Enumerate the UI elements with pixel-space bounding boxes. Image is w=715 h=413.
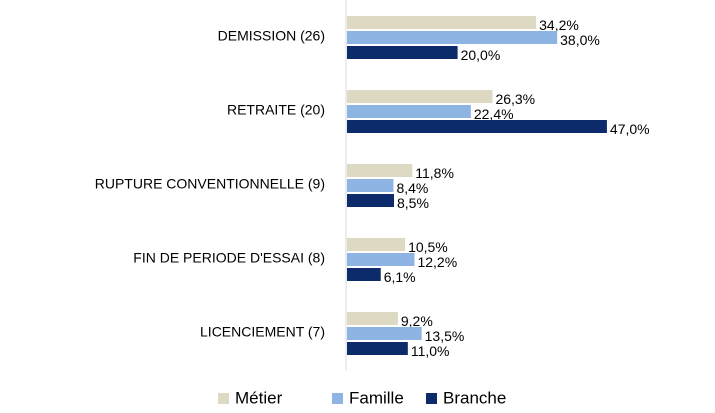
value-label: 6,1% (384, 269, 416, 285)
value-label: 12,2% (417, 254, 457, 270)
value-label: 11,0% (411, 343, 450, 359)
value-label: 22,4% (474, 106, 514, 122)
bar (347, 164, 413, 177)
bar (347, 120, 607, 133)
bar (347, 90, 493, 103)
value-label: 8,5% (397, 195, 429, 211)
bar (347, 194, 395, 207)
legend-label: Branche (443, 388, 506, 407)
value-label: 26,3% (495, 91, 535, 107)
legend-swatch (332, 393, 343, 404)
value-label: 10,5% (408, 239, 448, 255)
bar (347, 268, 381, 281)
value-label: 20,0% (461, 47, 501, 63)
legend-swatch (426, 393, 437, 404)
category-label: FIN DE PERIODE D'ESSAI (8) (133, 250, 325, 266)
bar (347, 46, 458, 59)
value-label: 8,4% (396, 180, 428, 196)
bar (347, 179, 394, 192)
value-label: 34,2% (539, 17, 579, 33)
value-label: 38,0% (560, 32, 600, 48)
bar (347, 238, 406, 251)
value-label: 47,0% (610, 121, 650, 137)
category-label: DEMISSION (26) (218, 28, 325, 44)
legend-label: Métier (235, 388, 283, 407)
bar (347, 312, 398, 325)
value-label: 13,5% (425, 328, 465, 344)
legend-swatch (218, 393, 229, 404)
bar (347, 31, 558, 44)
value-label: 11,8% (415, 165, 454, 181)
bar (347, 105, 471, 118)
category-label: RETRAITE (20) (227, 102, 325, 118)
bar (347, 327, 422, 340)
bar (347, 342, 408, 355)
category-label: LICENCIEMENT (7) (200, 324, 325, 340)
legend-label: Famille (349, 388, 404, 407)
bar (347, 16, 537, 29)
bar (347, 253, 415, 266)
category-label: RUPTURE CONVENTIONNELLE (9) (95, 176, 325, 192)
value-label: 9,2% (401, 313, 433, 329)
